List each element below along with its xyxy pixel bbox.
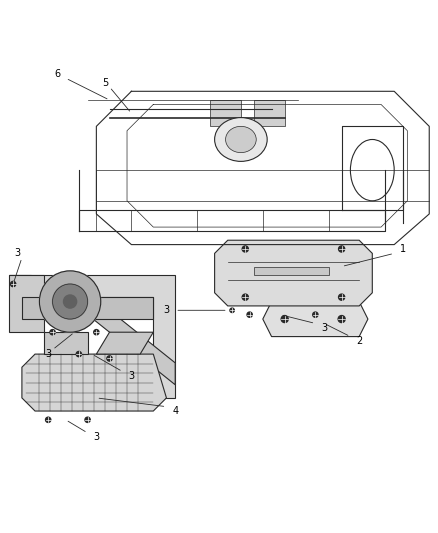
Circle shape xyxy=(242,294,248,300)
Text: 2: 2 xyxy=(356,336,362,346)
Circle shape xyxy=(339,294,345,300)
Polygon shape xyxy=(88,293,175,385)
Text: 1: 1 xyxy=(400,244,406,254)
Polygon shape xyxy=(22,297,153,319)
Circle shape xyxy=(94,329,99,335)
Circle shape xyxy=(53,284,88,319)
Text: 3: 3 xyxy=(128,371,134,381)
Polygon shape xyxy=(210,100,241,126)
Circle shape xyxy=(85,417,90,423)
Polygon shape xyxy=(254,266,328,275)
Circle shape xyxy=(64,295,77,308)
Polygon shape xyxy=(22,354,166,411)
Polygon shape xyxy=(9,275,44,332)
Polygon shape xyxy=(9,275,175,398)
Polygon shape xyxy=(215,240,372,306)
Circle shape xyxy=(339,246,345,252)
Circle shape xyxy=(230,308,234,312)
Circle shape xyxy=(39,271,101,332)
Circle shape xyxy=(11,281,16,287)
Text: 5: 5 xyxy=(102,77,108,87)
Text: 3: 3 xyxy=(45,349,51,359)
Polygon shape xyxy=(44,332,88,354)
Text: 6: 6 xyxy=(54,69,60,79)
Circle shape xyxy=(46,417,51,423)
Circle shape xyxy=(76,351,81,357)
Text: 3: 3 xyxy=(93,432,99,442)
Ellipse shape xyxy=(215,118,267,161)
Polygon shape xyxy=(254,100,285,126)
Circle shape xyxy=(242,246,248,252)
Circle shape xyxy=(107,356,112,361)
Circle shape xyxy=(281,316,288,322)
Circle shape xyxy=(50,329,55,335)
Polygon shape xyxy=(96,332,153,354)
Ellipse shape xyxy=(226,126,256,152)
Text: 4: 4 xyxy=(172,406,178,416)
Text: 3: 3 xyxy=(14,248,21,259)
Circle shape xyxy=(338,316,345,322)
Text: 3: 3 xyxy=(163,305,170,316)
Text: 3: 3 xyxy=(321,323,327,333)
Circle shape xyxy=(247,312,252,317)
Polygon shape xyxy=(263,302,368,336)
Circle shape xyxy=(313,312,318,317)
